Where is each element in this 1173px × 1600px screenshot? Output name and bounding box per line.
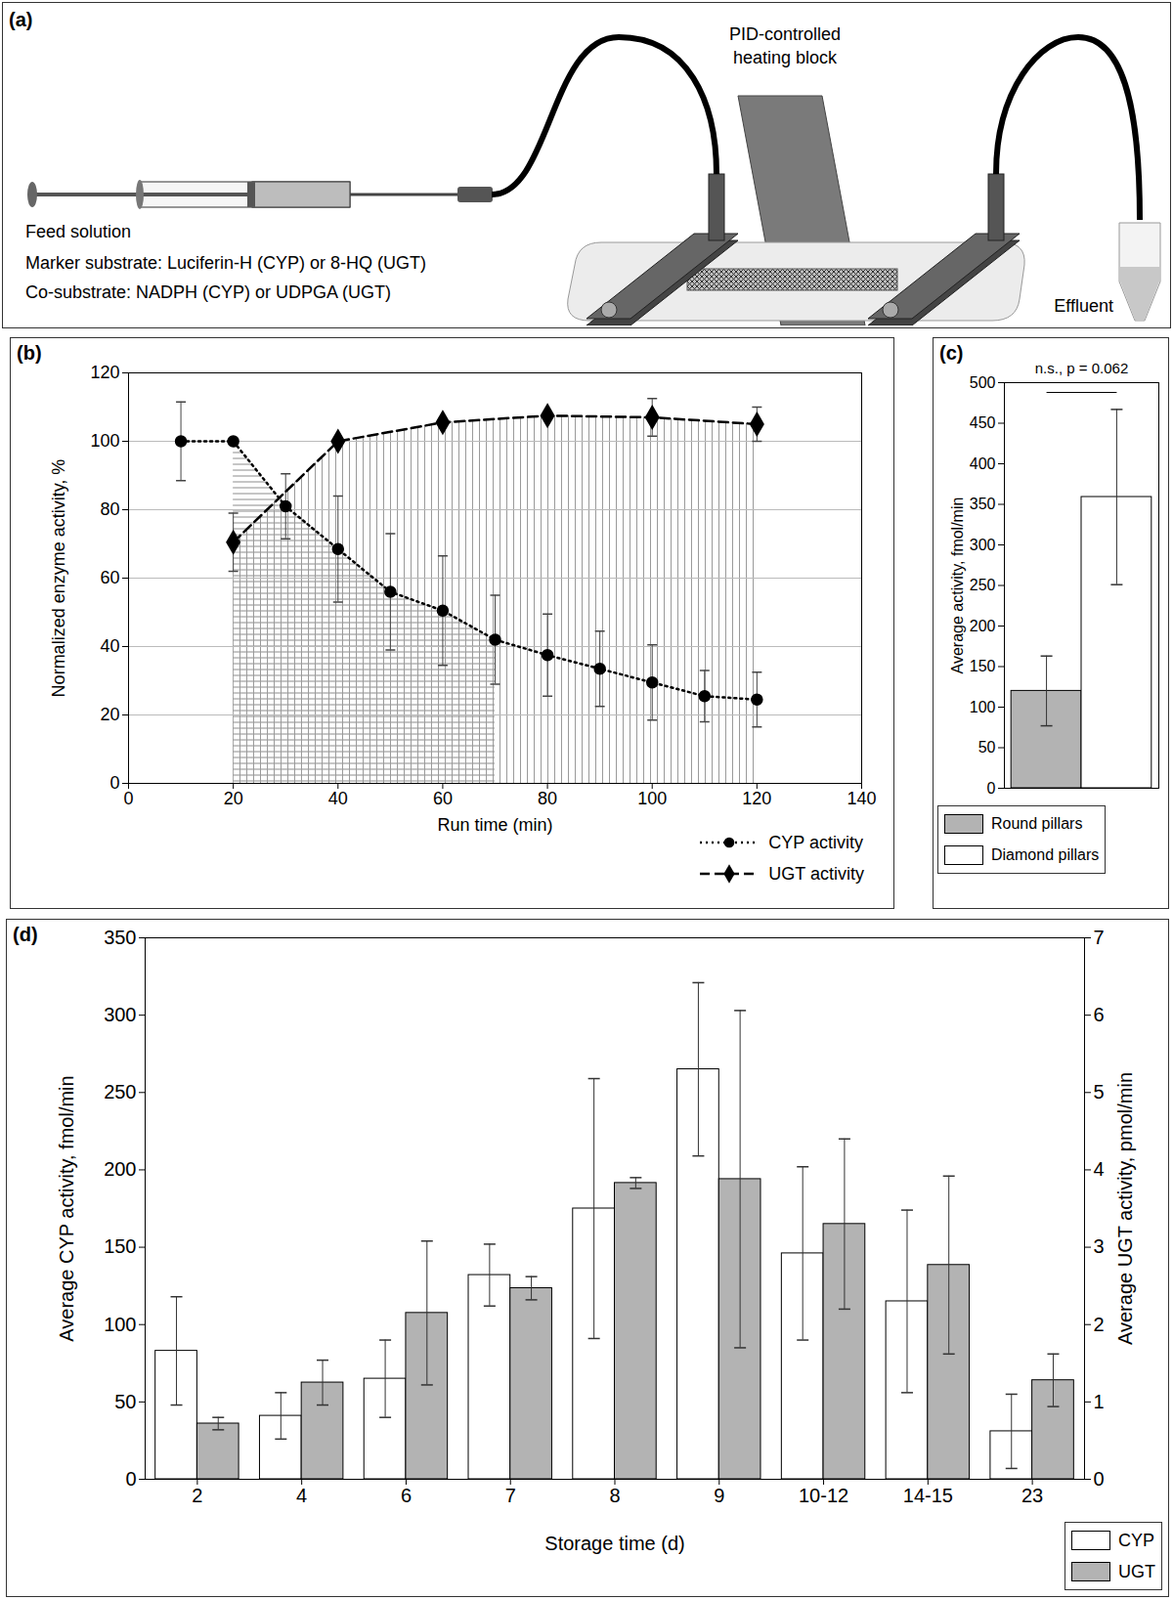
svg-text:80: 80 <box>537 788 558 809</box>
html-text:CYP activity: CYP activity <box>768 832 864 852</box>
html-text:(b): (b) <box>16 342 42 364</box>
svg-text:100: 100 <box>969 698 997 716</box>
svg-text:23: 23 <box>1021 1484 1043 1507</box>
svg-text:7: 7 <box>505 1484 517 1507</box>
svg-text:6: 6 <box>1093 1003 1105 1026</box>
svg-text:4: 4 <box>296 1484 307 1507</box>
svg-text:500: 500 <box>969 374 997 391</box>
svg-text:8: 8 <box>608 1484 620 1507</box>
svg-text:0: 0 <box>987 780 997 797</box>
svg-text:Feed solution: Feed solution <box>25 221 131 242</box>
svg-text:20: 20 <box>223 788 244 809</box>
svg-text:n.s., p = 0.062: n.s., p = 0.062 <box>1035 359 1130 377</box>
html-text:(d): (d) <box>12 923 38 946</box>
svg-text:Average UGT activity, pmol/min: Average UGT activity, pmol/min <box>1114 1072 1136 1346</box>
svg-text:60: 60 <box>433 788 453 809</box>
svg-text:PID-controlled: PID-controlled <box>729 24 841 44</box>
svg-text:4: 4 <box>1093 1158 1105 1180</box>
svg-text:250: 250 <box>103 1081 136 1103</box>
svg-text:150: 150 <box>969 657 997 675</box>
svg-text:14-15: 14-15 <box>903 1484 954 1507</box>
svg-text:Storage time (d): Storage time (d) <box>544 1532 685 1555</box>
svg-text:0: 0 <box>1093 1468 1105 1490</box>
svg-text:10-12: 10-12 <box>798 1484 849 1507</box>
svg-text:Effluent: Effluent <box>1053 296 1114 316</box>
svg-text:300: 300 <box>103 1003 136 1026</box>
svg-text:150: 150 <box>103 1235 136 1258</box>
svg-text:40: 40 <box>328 788 348 809</box>
svg-text:(a): (a) <box>8 8 33 31</box>
svg-text:100: 100 <box>637 788 667 809</box>
svg-text:50: 50 <box>978 738 997 756</box>
svg-text:120: 120 <box>89 362 120 383</box>
svg-text:3: 3 <box>1093 1235 1105 1258</box>
svg-text:Average activity, fmol/min: Average activity, fmol/min <box>949 497 966 675</box>
svg-text:300: 300 <box>969 536 997 554</box>
svg-text:100: 100 <box>89 431 120 451</box>
svg-text:140: 140 <box>846 788 876 809</box>
svg-text:50: 50 <box>114 1390 136 1413</box>
html-text:CYP: CYP <box>1118 1530 1155 1550</box>
svg-text:7: 7 <box>1093 926 1105 949</box>
html-text:Round pillars: Round pillars <box>991 815 1083 832</box>
svg-text:20: 20 <box>99 704 120 725</box>
svg-text:Average CYP activity, fmol/min: Average CYP activity, fmol/min <box>55 1075 78 1342</box>
svg-text:Normalized enzyme activity, %: Normalized enzyme activity, % <box>48 459 69 698</box>
svg-text:400: 400 <box>969 455 997 473</box>
svg-text:0: 0 <box>109 773 120 793</box>
html-text:Diamond pillars: Diamond pillars <box>991 846 1100 864</box>
svg-text:9: 9 <box>713 1484 725 1507</box>
html-text:UGT activity: UGT activity <box>768 863 865 884</box>
html-text:UGT: UGT <box>1118 1561 1156 1582</box>
svg-text:350: 350 <box>103 926 136 949</box>
svg-text:2: 2 <box>191 1484 203 1507</box>
svg-text:0: 0 <box>125 1468 136 1490</box>
svg-text:40: 40 <box>99 636 120 656</box>
svg-text:60: 60 <box>99 567 120 588</box>
svg-text:1: 1 <box>1093 1390 1105 1413</box>
svg-text:200: 200 <box>103 1158 136 1180</box>
svg-text:100: 100 <box>103 1313 136 1336</box>
svg-text:Run time (min): Run time (min) <box>436 815 553 835</box>
svg-text:heating block: heating block <box>733 47 838 68</box>
svg-text:120: 120 <box>741 788 772 809</box>
svg-text:Marker substrate: Luciferin-H: Marker substrate: Luciferin-H (CYP) or 8… <box>25 253 427 273</box>
svg-text:80: 80 <box>99 499 120 520</box>
svg-text:6: 6 <box>400 1484 412 1507</box>
svg-text:350: 350 <box>969 495 997 513</box>
svg-text:Co-substrate: NADPH (CYP) or U: Co-substrate: NADPH (CYP) or UDPGA (UGT) <box>25 282 391 303</box>
svg-text:5: 5 <box>1093 1081 1105 1103</box>
svg-text:2: 2 <box>1093 1313 1105 1336</box>
svg-text:250: 250 <box>969 576 997 594</box>
html-text:(c): (c) <box>939 342 964 364</box>
svg-text:0: 0 <box>123 788 133 809</box>
svg-text:200: 200 <box>969 617 997 635</box>
svg-text:450: 450 <box>969 414 997 432</box>
